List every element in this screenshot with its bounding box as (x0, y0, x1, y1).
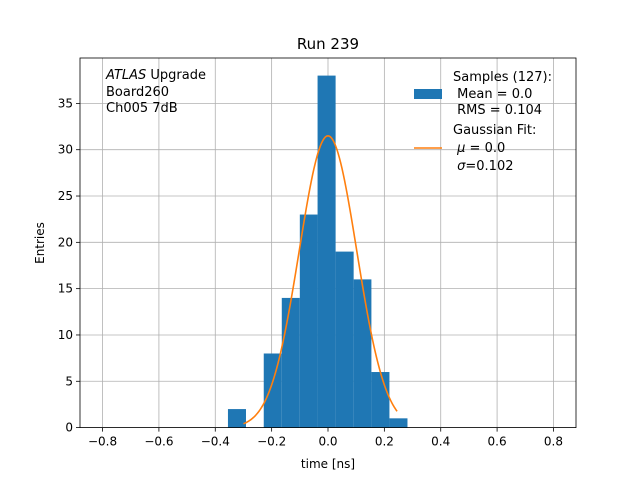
histogram-bar (389, 418, 408, 428)
legend: Samples (127): Mean = 0.0 RMS = 0.104 Ga… (414, 70, 552, 174)
x-axis-ticks: −0.8 −0.6 −0.4 −0.2 0.0 0.2 0.4 0.6 0.8 (88, 427, 563, 449)
x-tick-label: −0.6 (144, 435, 173, 449)
legend-fit-line-2: μ = 0.0 (453, 141, 505, 156)
y-tick-label: 20 (58, 235, 73, 249)
histogram-bar (263, 353, 282, 428)
histogram-bar (317, 75, 336, 428)
y-tick-label: 5 (65, 374, 73, 388)
histogram-bar (281, 297, 300, 428)
annotation-line-2: Board260 (106, 85, 169, 100)
legend-fit-line-3: σ=0.102 (453, 159, 514, 174)
histogram-bar (299, 214, 318, 428)
y-tick-label: 25 (58, 189, 73, 203)
legend-histogram-line-1: Samples (127): (453, 70, 552, 85)
histogram-bar (335, 251, 354, 428)
x-tick-label: 0.0 (318, 435, 337, 449)
atlas-annotation: ATLAS Upgrade Board260 Ch005 7dB (105, 68, 206, 116)
x-tick-label: −0.4 (201, 435, 230, 449)
x-tick-label: −0.8 (88, 435, 117, 449)
chart-title: Run 239 (297, 35, 359, 53)
x-tick-label: 0.6 (488, 435, 507, 449)
histogram-bars (227, 75, 408, 428)
y-tick-label: 15 (58, 282, 73, 296)
histogram-bar (227, 409, 246, 428)
y-axis-ticks: 0 5 10 15 20 25 30 35 (58, 96, 80, 435)
y-axis-label: Entries (33, 222, 47, 264)
y-tick-label: 30 (58, 143, 73, 157)
x-tick-label: 0.4 (431, 435, 450, 449)
annotation-line-3: Ch005 7dB (106, 101, 178, 116)
x-tick-label: −0.2 (257, 435, 286, 449)
legend-histogram-line-3: RMS = 0.104 (453, 103, 542, 118)
annotation-line-1: ATLAS Upgrade (105, 68, 206, 83)
y-tick-label: 10 (58, 328, 73, 342)
legend-histogram-line-2: Mean = 0.0 (453, 87, 532, 102)
x-tick-label: 0.8 (544, 435, 563, 449)
histogram-bar (353, 279, 372, 428)
legend-histogram-swatch (414, 89, 442, 99)
x-axis-label: time [ns] (301, 457, 355, 471)
legend-fit-line-1: Gaussian Fit: (453, 123, 536, 138)
x-tick-label: 0.2 (375, 435, 394, 449)
y-tick-label: 0 (65, 421, 73, 435)
y-tick-label: 35 (58, 96, 73, 110)
histogram-bar (371, 372, 390, 428)
gaussian-fit-curve (243, 134, 398, 425)
